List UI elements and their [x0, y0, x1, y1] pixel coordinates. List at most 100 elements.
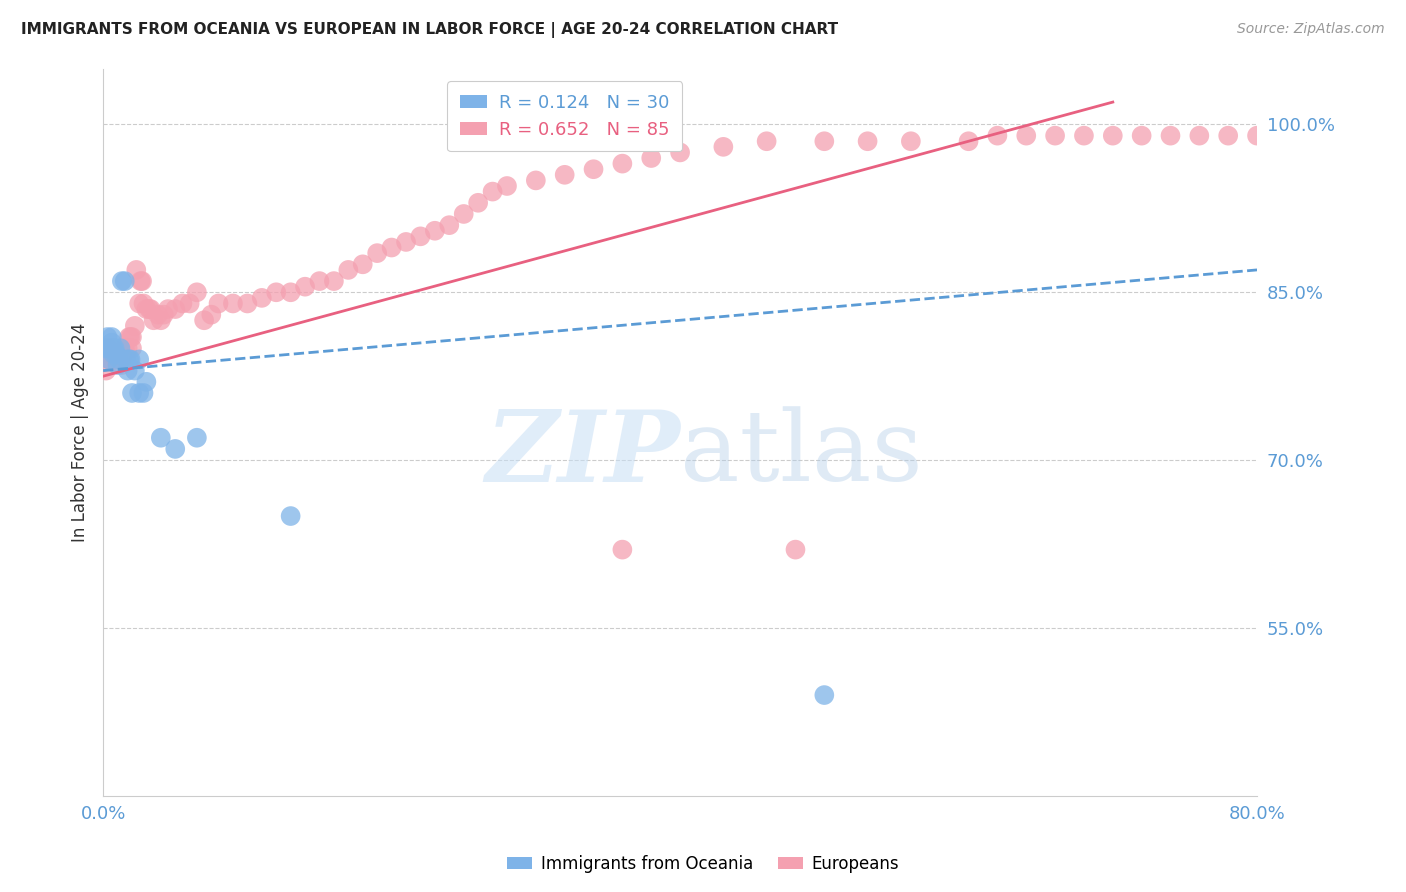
- Point: [128, 352, 150, 367]
- Point: [1015, 128, 1038, 143]
- Point: [110, 352, 132, 367]
- Point: [104, 347, 127, 361]
- Point: [439, 218, 461, 232]
- Point: [813, 688, 835, 702]
- Point: [101, 341, 124, 355]
- Point: [94, 341, 117, 355]
- Point: [250, 291, 273, 305]
- Point: [986, 128, 1008, 143]
- Point: [105, 347, 128, 361]
- Point: [97, 352, 120, 367]
- Point: [96, 330, 118, 344]
- Point: [1130, 128, 1153, 143]
- Point: [139, 301, 162, 316]
- Point: [322, 274, 344, 288]
- Legend: R = 0.124   N = 30, R = 0.652   N = 85: R = 0.124 N = 30, R = 0.652 N = 85: [447, 81, 682, 152]
- Point: [957, 134, 980, 148]
- Point: [1218, 128, 1240, 143]
- Point: [554, 168, 576, 182]
- Point: [582, 162, 605, 177]
- Point: [200, 308, 222, 322]
- Point: [98, 341, 121, 355]
- Point: [149, 431, 172, 445]
- Point: [207, 296, 229, 310]
- Point: [118, 330, 141, 344]
- Point: [264, 285, 287, 300]
- Point: [110, 341, 132, 355]
- Point: [103, 341, 125, 355]
- Point: [193, 313, 215, 327]
- Y-axis label: In Labor Force | Age 20-24: In Labor Force | Age 20-24: [72, 323, 89, 541]
- Text: ZIP: ZIP: [485, 406, 681, 502]
- Point: [142, 313, 165, 327]
- Point: [129, 274, 152, 288]
- Point: [107, 358, 129, 372]
- Point: [524, 173, 547, 187]
- Point: [135, 301, 157, 316]
- Point: [135, 375, 157, 389]
- Point: [132, 296, 155, 310]
- Point: [149, 313, 172, 327]
- Point: [755, 134, 778, 148]
- Point: [94, 363, 117, 377]
- Point: [669, 145, 692, 160]
- Point: [381, 241, 404, 255]
- Point: [813, 134, 835, 148]
- Point: [395, 235, 418, 249]
- Point: [1043, 128, 1066, 143]
- Point: [308, 274, 330, 288]
- Point: [107, 347, 129, 361]
- Point: [1188, 128, 1211, 143]
- Point: [423, 224, 446, 238]
- Point: [121, 341, 143, 355]
- Point: [105, 352, 128, 367]
- Point: [128, 386, 150, 401]
- Text: Source: ZipAtlas.com: Source: ZipAtlas.com: [1237, 22, 1385, 37]
- Point: [132, 386, 155, 401]
- Point: [165, 442, 187, 456]
- Text: IMMIGRANTS FROM OCEANIA VS EUROPEAN IN LABOR FORCE | AGE 20-24 CORRELATION CHART: IMMIGRANTS FROM OCEANIA VS EUROPEAN IN L…: [21, 22, 838, 38]
- Point: [112, 347, 135, 361]
- Point: [453, 207, 475, 221]
- Point: [124, 363, 146, 377]
- Point: [115, 347, 138, 361]
- Point: [711, 140, 734, 154]
- Point: [352, 257, 374, 271]
- Point: [128, 296, 150, 310]
- Point: [157, 301, 180, 316]
- Point: [120, 352, 142, 367]
- Point: [124, 318, 146, 333]
- Point: [114, 341, 136, 355]
- Point: [366, 246, 388, 260]
- Point: [114, 274, 136, 288]
- Point: [785, 542, 807, 557]
- Point: [496, 179, 519, 194]
- Point: [640, 151, 662, 165]
- Point: [117, 341, 139, 355]
- Point: [146, 308, 169, 322]
- Point: [409, 229, 432, 244]
- Point: [111, 358, 134, 372]
- Point: [131, 274, 153, 288]
- Point: [1101, 128, 1123, 143]
- Point: [900, 134, 922, 148]
- Point: [108, 347, 131, 361]
- Point: [98, 347, 121, 361]
- Point: [104, 341, 127, 355]
- Point: [179, 296, 201, 310]
- Point: [280, 285, 302, 300]
- Point: [280, 509, 302, 524]
- Point: [236, 296, 259, 310]
- Point: [294, 279, 316, 293]
- Point: [138, 301, 160, 316]
- Point: [1159, 128, 1181, 143]
- Point: [612, 156, 634, 170]
- Point: [120, 330, 142, 344]
- Point: [481, 185, 503, 199]
- Point: [115, 352, 138, 367]
- Point: [337, 263, 360, 277]
- Point: [118, 352, 141, 367]
- Point: [186, 431, 208, 445]
- Point: [172, 296, 194, 310]
- Point: [165, 301, 187, 316]
